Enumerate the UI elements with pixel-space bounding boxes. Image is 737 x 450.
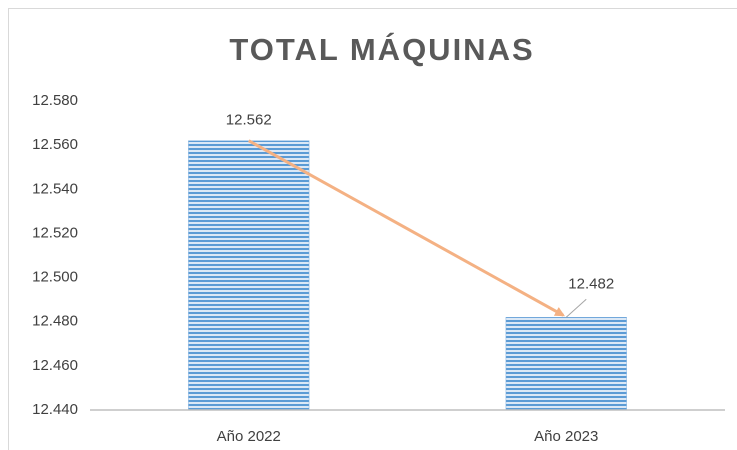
- x-tick-label: Año 2023: [534, 428, 598, 445]
- y-tick-label: 12.500: [32, 269, 78, 286]
- y-tick-label: 12.520: [32, 224, 78, 241]
- y-tick-label: 12.440: [32, 401, 78, 418]
- y-tick-label: 12.580: [32, 92, 78, 109]
- y-tick-label: 12.460: [32, 357, 78, 374]
- leader-line: [565, 298, 587, 318]
- y-tick-label: 12.560: [32, 136, 78, 153]
- y-tick-label: 12.540: [32, 180, 78, 197]
- y-tick-label: 12.480: [32, 313, 78, 330]
- bar: [505, 317, 627, 411]
- chart-title: TOTAL MÁQUINAS: [229, 32, 534, 67]
- trend-arrow: [248, 139, 565, 317]
- value-label: 12.482: [568, 275, 614, 292]
- x-tick-label: Año 2022: [217, 428, 281, 445]
- value-label: 12.562: [226, 112, 272, 129]
- bar: [188, 140, 310, 411]
- chart-border: [8, 8, 737, 450]
